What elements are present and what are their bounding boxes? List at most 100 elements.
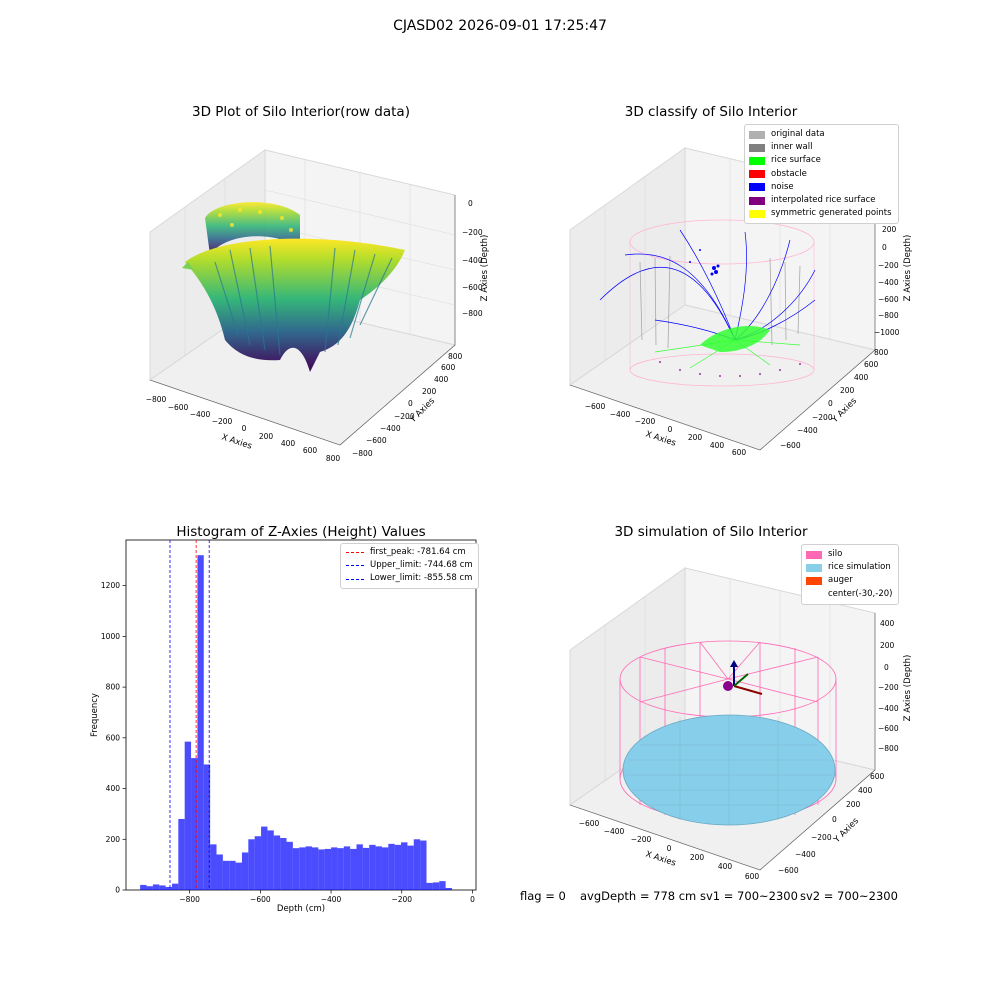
histogram-bar [356,844,363,890]
histogram-bar [248,839,255,890]
raw-y-tick: −200 [394,412,415,421]
classify-y-tick: 200 [840,386,855,395]
histogram-bar [146,886,153,890]
histogram-y-tick: 600 [106,733,121,742]
histogram-bar [222,860,230,890]
raw-3d-axes [149,195,456,446]
histogram-bar [140,884,147,890]
histogram-bar [280,838,287,890]
legend-label: rice simulation [828,562,891,573]
histogram-bar [261,826,268,890]
simulation-y-tick: −400 [795,850,816,859]
legend-label: Upper_limit: -744.68 cm [370,560,473,571]
raw-z-tick: −200 [462,228,483,237]
histogram-x-tick: 0 [470,895,475,904]
legend-label: symmetric generated points [771,208,892,219]
raw-z-label: Z Axies (Depth) [480,235,490,302]
histogram-bar [292,848,300,890]
classify-x-tick: 600 [732,448,747,457]
histogram-bar [203,764,211,890]
histogram-bar [337,848,344,890]
raw-z-tick: −800 [462,309,483,318]
legend-line [346,552,364,554]
classify-x-tick: −400 [610,410,631,419]
histogram-bar [426,882,433,890]
legend-swatch [806,563,822,572]
simulation-z-tick: −800 [878,744,899,753]
simulation-z-tick: −200 [878,683,899,692]
legend-swatch [749,130,765,139]
histogram-bar [273,835,281,890]
sv1-text: sv1 = 700~2300 [700,889,798,903]
histogram-bar [159,885,166,890]
avg-depth-text: avgDepth = 778 cm [580,889,697,903]
classify-z-tick: −200 [878,261,899,270]
classify-z-tick: 0 [882,243,887,252]
raw-y-tick: −400 [380,424,401,433]
classify-z-tick: −400 [878,278,899,287]
sv2-text: sv2 = 700~2300 [800,889,898,903]
histogram-bar [216,854,223,890]
histogram-bar [401,842,408,890]
histogram-y-tick: 200 [106,835,121,844]
classify-z-tick: −1000 [874,328,900,337]
legend-label: interpolated rice surface [771,195,876,206]
classify-plot-title: 3D classify of Silo Interior [624,104,798,120]
histogram-bar [324,848,332,890]
classify-y-tick: −400 [797,426,818,435]
histogram-x-tick: −400 [321,895,342,904]
legend-item: Lower_limit: -855.58 cm [346,572,473,585]
raw-y-tick: 600 [441,363,456,372]
raw-plot-title: 3D Plot of Silo Interior(row data) [192,104,410,120]
histogram-bar [375,846,382,890]
histogram-bar [178,818,185,890]
simulation-3d-axes [569,613,876,871]
histogram-bar [267,830,274,890]
histogram-y-tick: 0 [115,886,120,895]
simulation-x-tick: 200 [690,853,705,862]
legend-item: center(-30,-20) [806,588,892,601]
classify-y-tick: 0 [828,399,833,408]
histogram-bar [184,741,192,890]
raw-y-tick: 800 [448,352,463,361]
legend-label: silo [828,549,843,559]
legend-item: rice surface [749,154,892,167]
legend-label: original data [771,129,825,139]
classify-x-tick: −600 [585,402,606,411]
raw-x-tick: −200 [212,417,233,426]
histogram-y-tick: 1200 [101,581,120,590]
legend-item: original data [749,128,892,141]
classify-y-tick: 600 [864,360,879,369]
histogram-bar [286,841,293,890]
simulation-x-tick: −400 [604,827,625,836]
raw-z-tick: −400 [462,256,483,265]
classify-z-tick: −600 [878,295,899,304]
simulation-x-label: X Axies [644,849,677,868]
histogram-x-tick: −600 [250,895,271,904]
raw-y-tick: 0 [408,399,413,408]
classify-y-tick: −600 [780,441,801,450]
simulation-y-tick: 0 [832,815,837,824]
legend-item: inner wall [749,141,892,154]
legend-item: first_peak: -781.64 cm [346,546,473,559]
simulation-3d-grid [604,578,831,780]
raw-y-tick: −800 [352,449,373,458]
histogram-bars [140,555,452,890]
classify-x-tick: 400 [710,441,725,450]
histogram-title: Histogram of Z-Axies (Height) Values [176,524,426,540]
classify-x-tick: 200 [688,433,703,442]
raw-x-tick: 800 [326,454,341,463]
histogram-bar [311,847,319,890]
histogram-bar [235,862,242,890]
legend-swatch [806,577,822,585]
histogram-bar [229,860,236,890]
simulation-z-tick: 400 [880,619,895,628]
simulation-y-tick: 200 [846,800,861,809]
classify-3d-points [599,219,816,387]
legend-label: auger [828,575,853,586]
histogram-legend: first_peak: -781.64 cm Upper_limit: -744… [340,543,479,589]
classify-z-tick: −800 [878,311,899,320]
